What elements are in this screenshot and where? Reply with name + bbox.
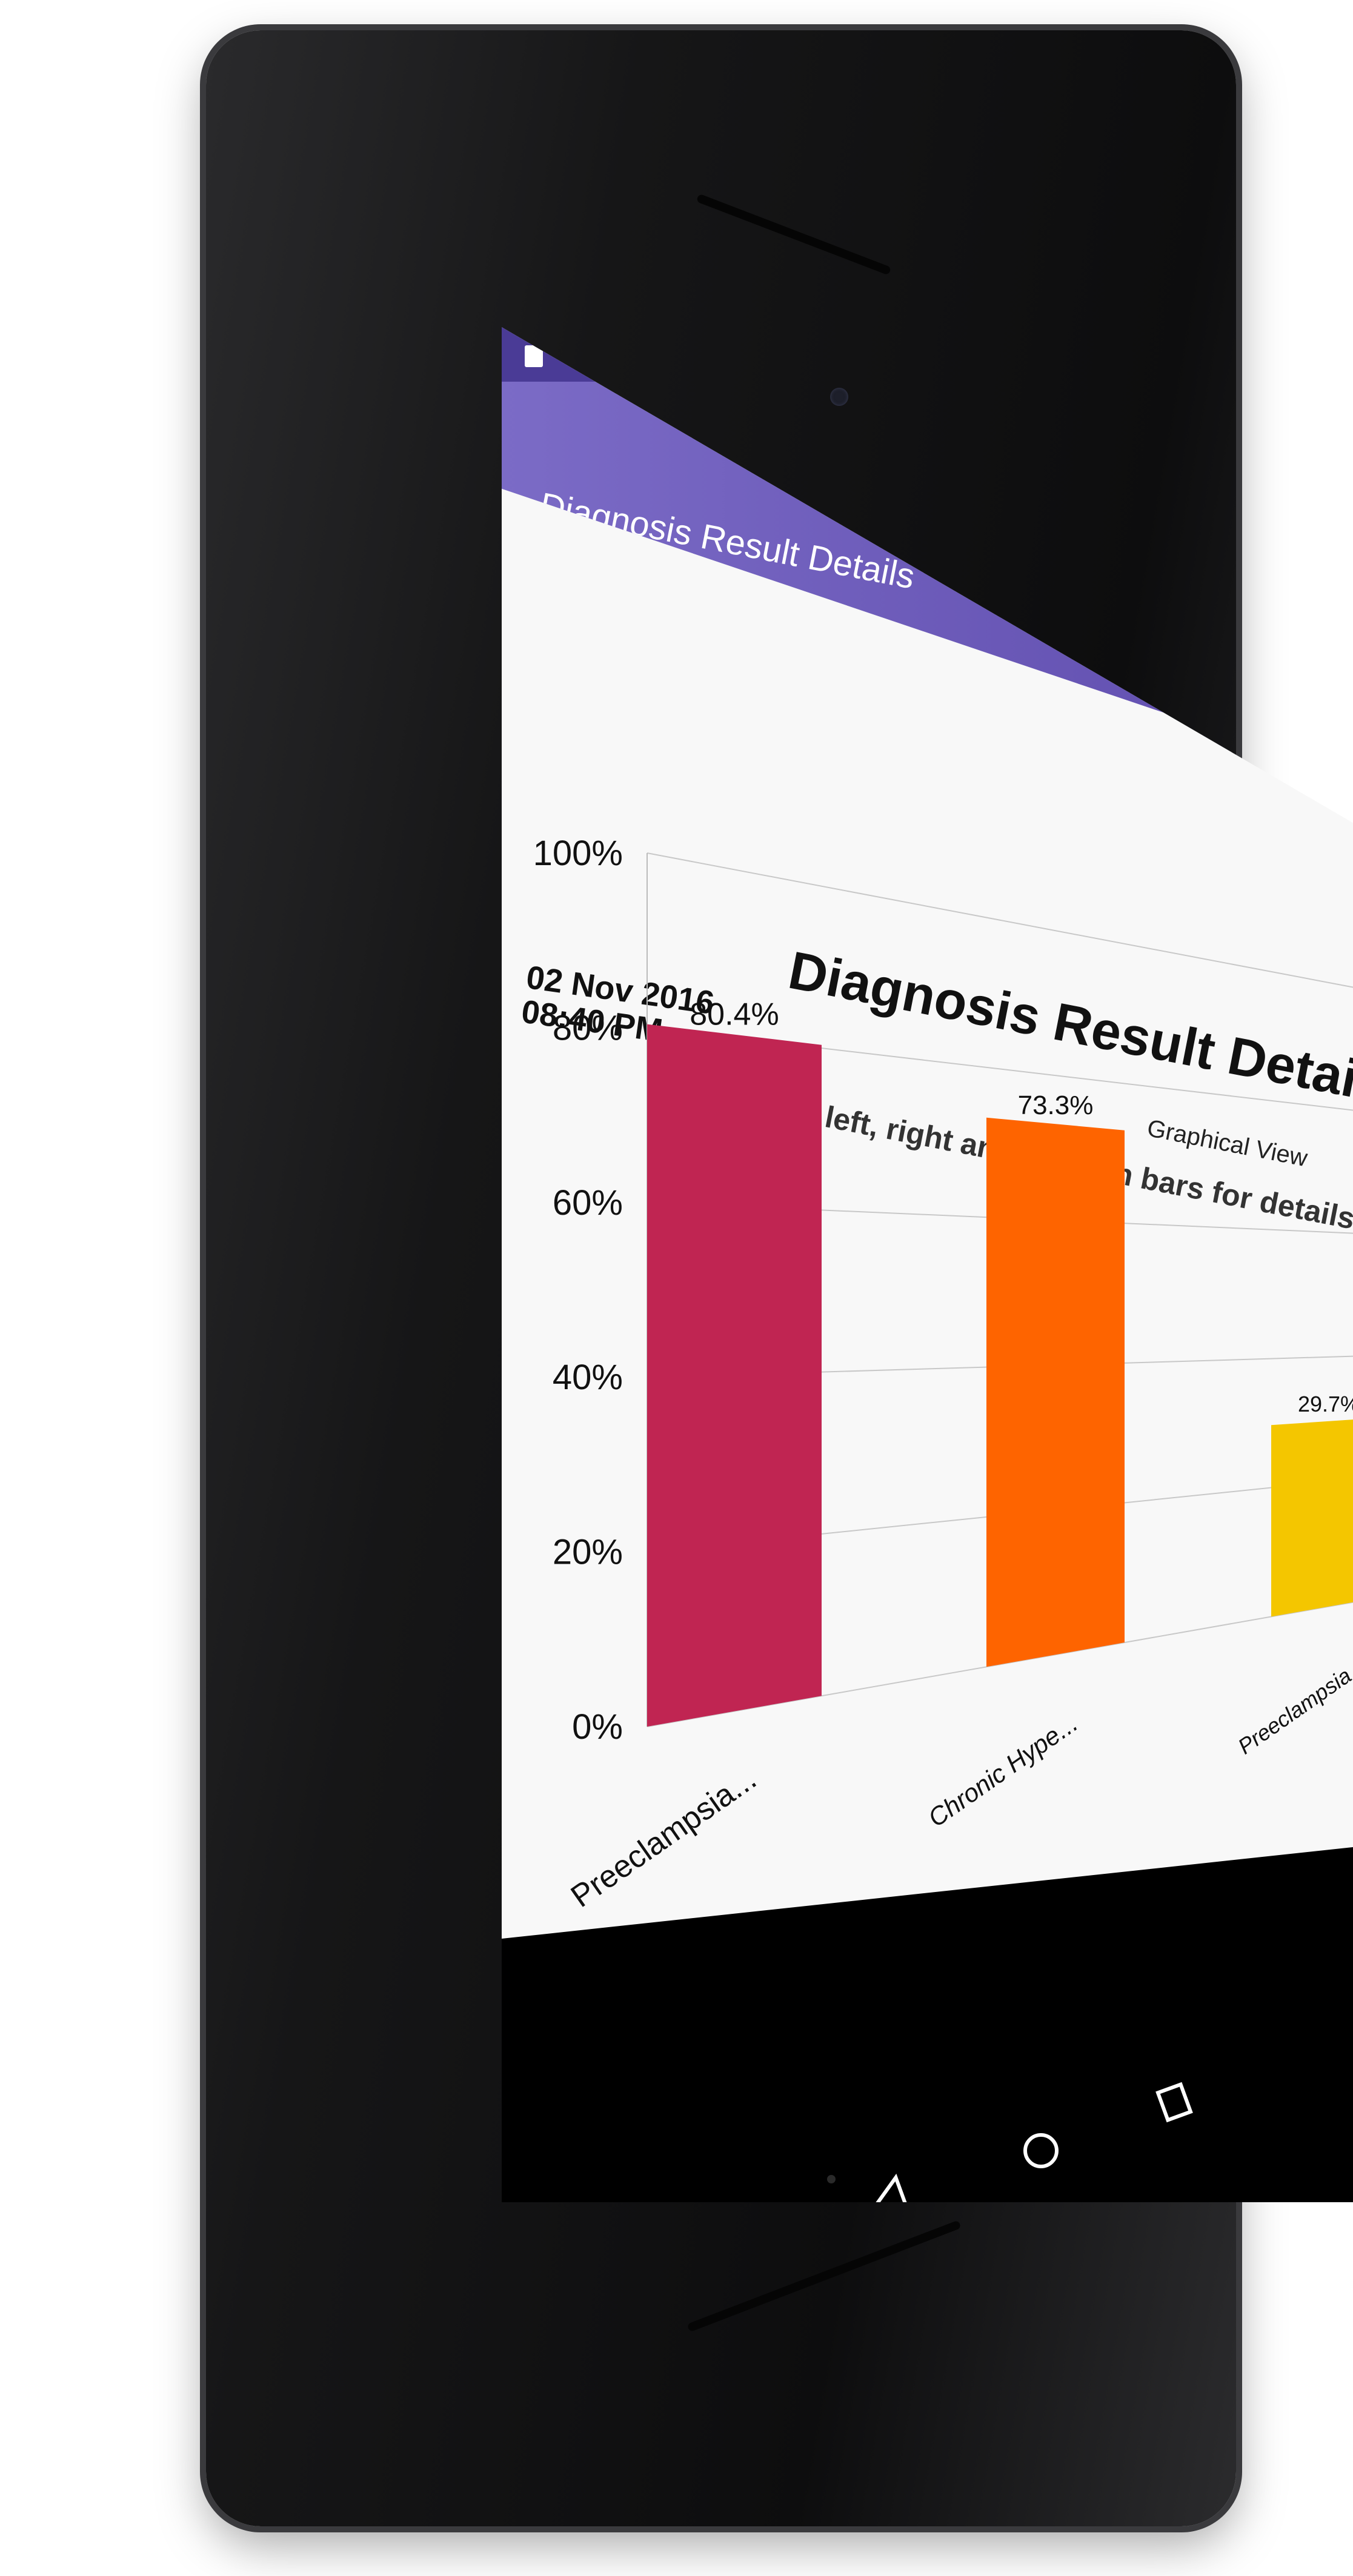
y-tick-label: 20% (553, 1533, 623, 1572)
x-category-label: Chronic Hype... (923, 1708, 1083, 1833)
bar-chart: 0% 20% 40% 60% 80% 100% 80.4% Preeclampsia... 73… (533, 834, 1353, 1914)
bar[interactable] (1271, 1417, 1353, 1617)
back-icon[interactable] (871, 2173, 911, 2202)
content-area: 02 Nov 2016 08:40 PM Diagnosis Result De… (502, 327, 1353, 2202)
status-bar (502, 327, 1353, 382)
x-category-label: Preeclampsia (1233, 1663, 1353, 1759)
device-screen: Diagnosis Result Details 02 Nov 2016 08:… (502, 327, 1353, 2202)
bar-data-label: 73.3% (1018, 1090, 1094, 1120)
recents-icon[interactable] (1155, 2082, 1193, 2123)
y-tick-label: 100% (533, 834, 623, 873)
bar-data-label: 80.4% (690, 997, 779, 1032)
y-tick-label: 80% (553, 1008, 623, 1047)
tablet-frame: Diagnosis Result Details 02 Nov 2016 08:… (206, 30, 1353, 2526)
bar[interactable] (986, 1117, 1125, 1667)
y-tick-label: 0% (572, 1707, 623, 1747)
gridline (647, 852, 1353, 994)
microphone (827, 2175, 836, 2183)
y-tick-label: 60% (553, 1183, 623, 1223)
front-camera (830, 388, 848, 406)
speaker-grille-bottom (686, 2220, 962, 2332)
home-icon[interactable] (1023, 2133, 1059, 2168)
y-tick-label: 40% (553, 1358, 623, 1397)
speaker-grille-top (696, 193, 892, 276)
bar[interactable] (647, 1024, 822, 1727)
x-category-label: Preeclampsia... (565, 1761, 763, 1914)
bar-data-label: 29.7% (1298, 1392, 1353, 1416)
